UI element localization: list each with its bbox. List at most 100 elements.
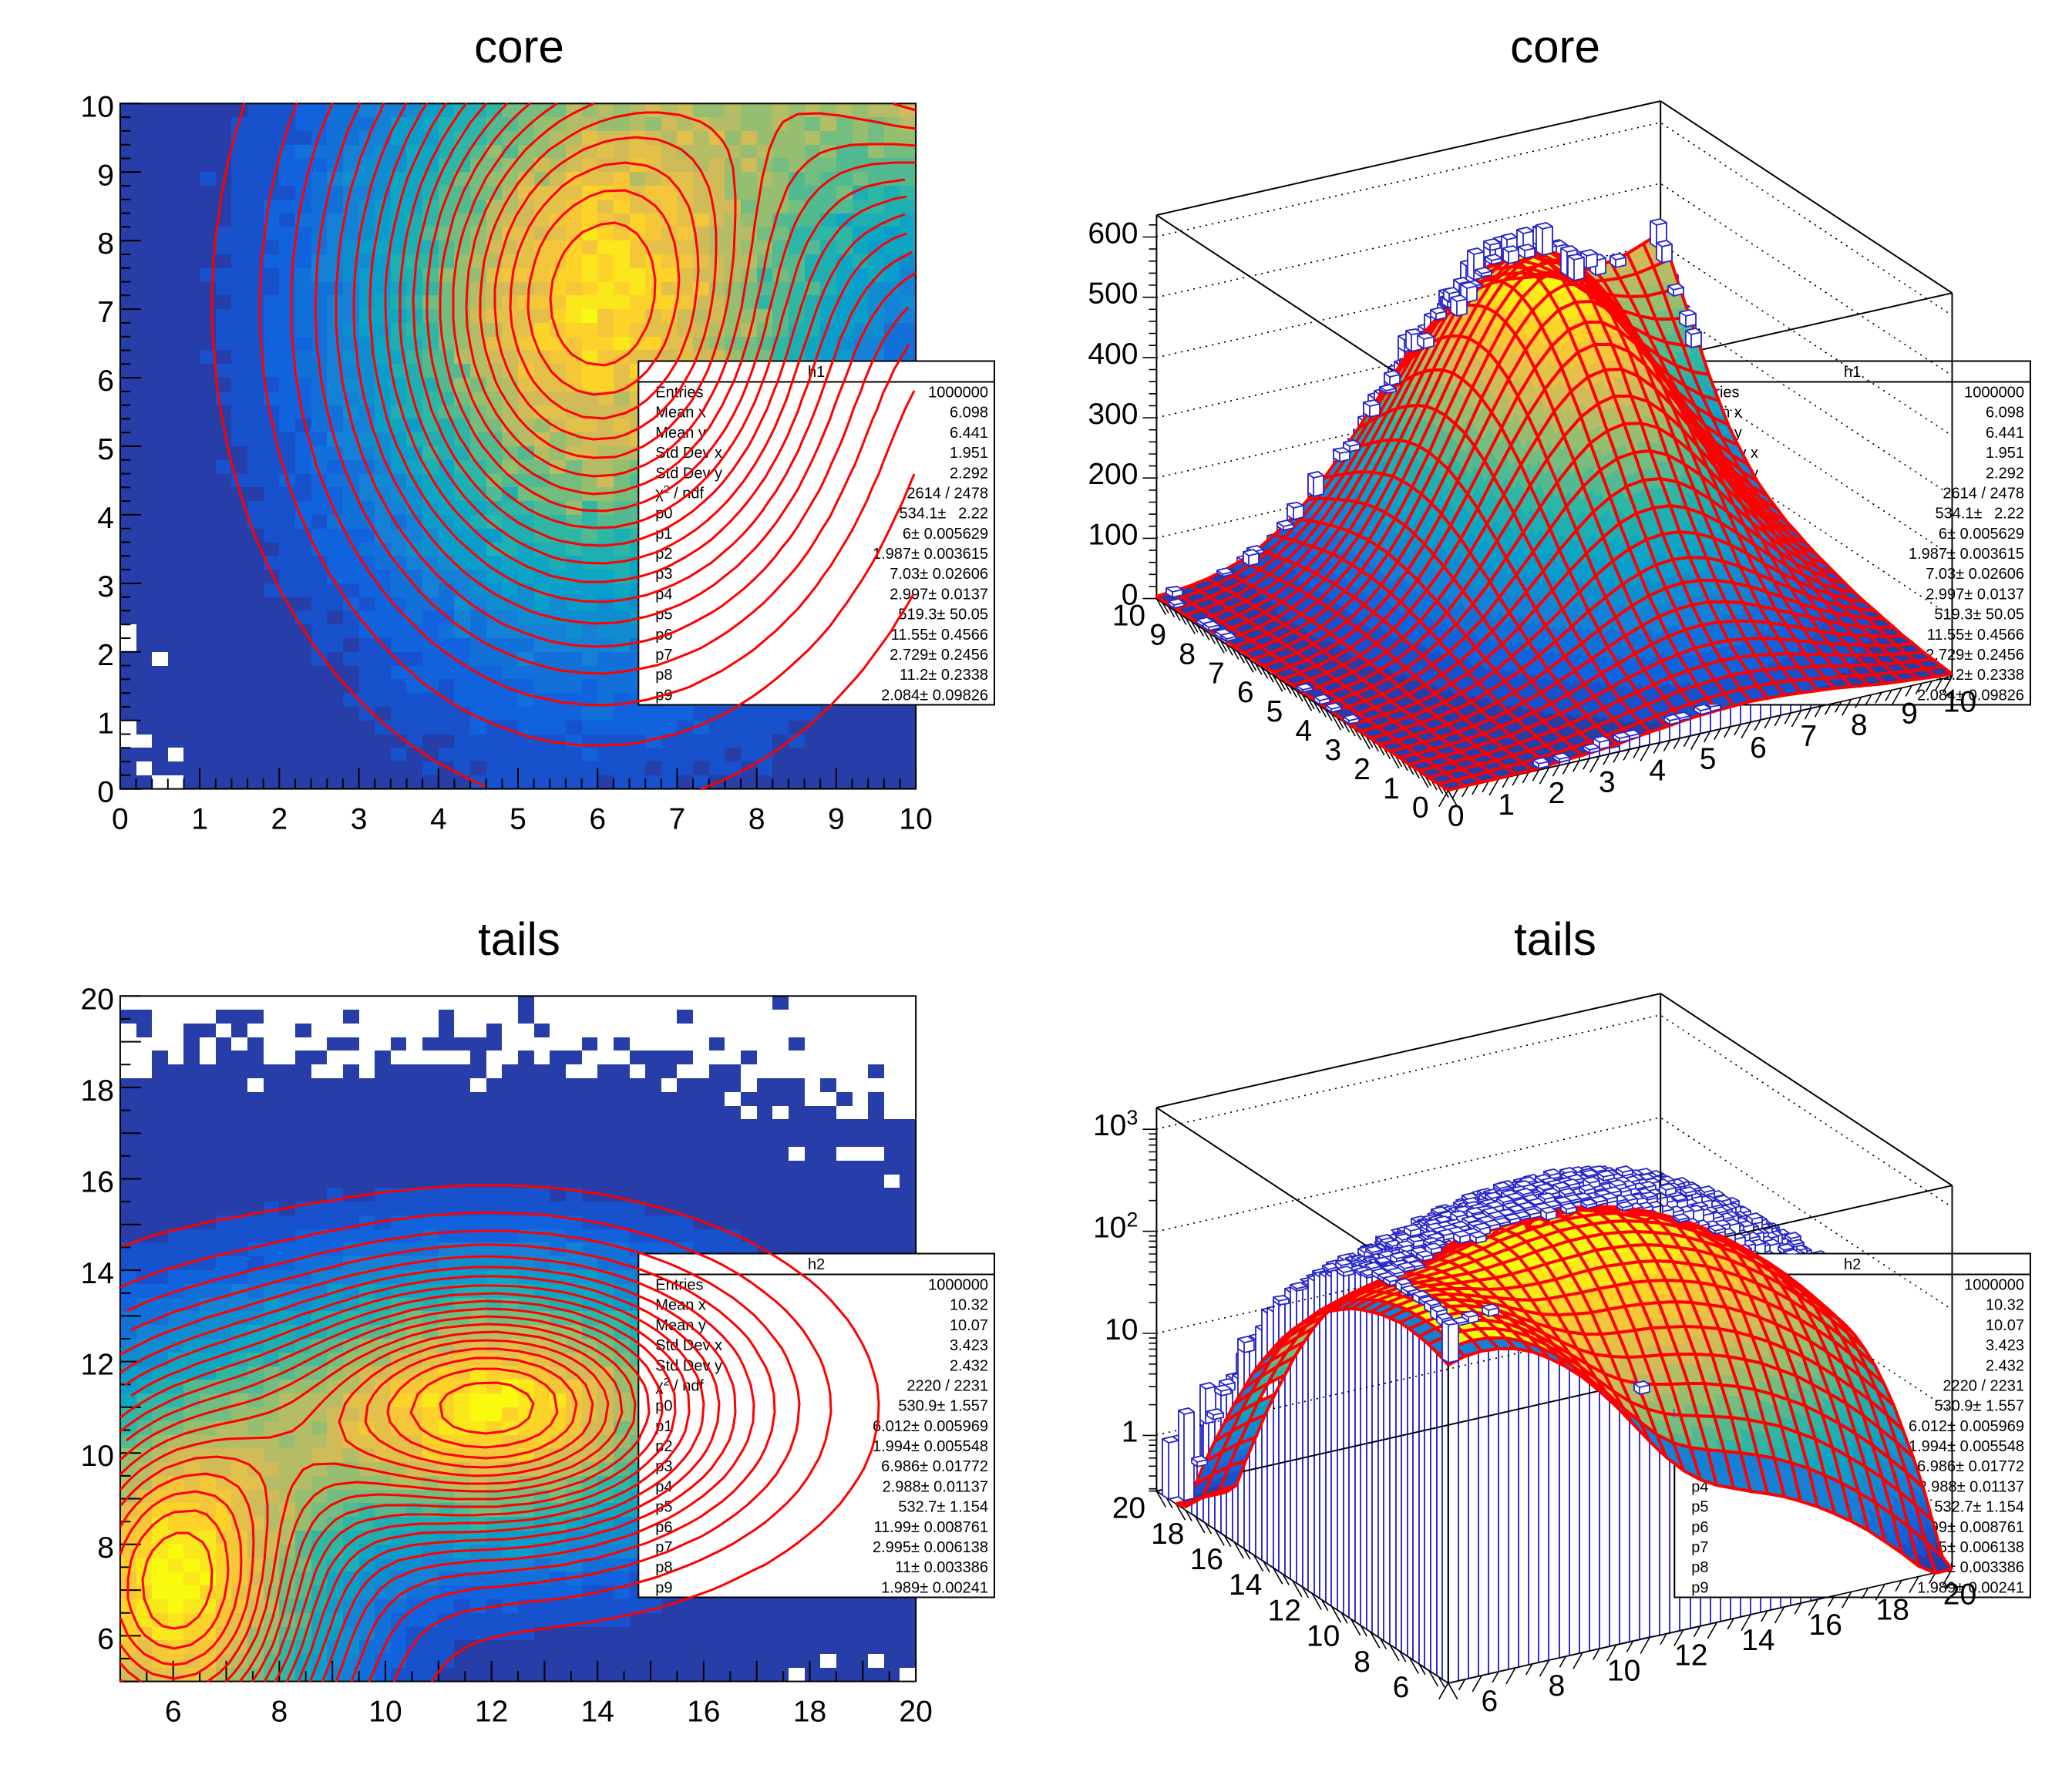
svg-text:10.07: 10.07 [950, 1317, 988, 1334]
svg-text:6.441: 6.441 [1986, 425, 2024, 442]
svg-text:12: 12 [1674, 1639, 1707, 1672]
svg-text:3.423: 3.423 [950, 1337, 988, 1354]
svg-text:p0: p0 [655, 1398, 672, 1415]
svg-text:2.084± 0.09826: 2.084± 0.09826 [881, 687, 988, 704]
svg-text:3: 3 [1599, 765, 1616, 798]
svg-text:9: 9 [1901, 698, 1918, 731]
svg-text:12: 12 [475, 1696, 508, 1729]
svg-text:p9: p9 [655, 1579, 672, 1596]
svg-text:18: 18 [1151, 1518, 1184, 1551]
svg-text:1: 1 [1122, 1415, 1139, 1448]
svg-text:20: 20 [899, 1696, 932, 1729]
svg-text:1.989± 0.00241: 1.989± 0.00241 [881, 1579, 988, 1596]
svg-text:14: 14 [1741, 1624, 1774, 1657]
svg-text:10: 10 [1105, 1313, 1138, 1346]
svg-text:6: 6 [97, 365, 114, 398]
svg-text:9: 9 [97, 159, 114, 192]
svg-text:7.03± 0.02606: 7.03± 0.02606 [890, 566, 988, 583]
svg-text:6± 0.005629: 6± 0.005629 [1939, 526, 2024, 543]
svg-text:6: 6 [1393, 1671, 1410, 1704]
svg-text:p4: p4 [655, 1478, 672, 1495]
svg-text:1.994± 0.005548: 1.994± 0.005548 [873, 1438, 988, 1455]
svg-text:7: 7 [1208, 657, 1225, 690]
svg-text:5: 5 [510, 803, 526, 836]
svg-text:11.99± 0.008761: 11.99± 0.008761 [1909, 1519, 2024, 1536]
svg-text:core: core [1510, 21, 1600, 72]
svg-text:8: 8 [271, 1696, 288, 1729]
svg-text:10: 10 [1607, 1654, 1640, 1687]
svg-text:16: 16 [1809, 1609, 1842, 1642]
svg-text:519.3± 50.05: 519.3± 50.05 [1934, 607, 2024, 624]
svg-text:4: 4 [1649, 755, 1666, 788]
svg-text:p5: p5 [1691, 1499, 1708, 1516]
svg-text:Mean x: Mean x [655, 405, 706, 422]
svg-text:2.988± 0.01137: 2.988± 0.01137 [883, 1478, 988, 1495]
svg-text:Mean x: Mean x [655, 1297, 706, 1314]
svg-text:18: 18 [81, 1074, 114, 1108]
svg-text:11.55± 0.4566: 11.55± 0.4566 [1927, 627, 2024, 644]
svg-text:4: 4 [97, 502, 114, 535]
svg-text:5: 5 [1700, 743, 1717, 776]
svg-text:10: 10 [1307, 1620, 1340, 1653]
svg-text:p5: p5 [655, 607, 672, 624]
svg-text:5: 5 [97, 433, 114, 466]
svg-text:530.9± 1.557: 530.9± 1.557 [1934, 1398, 2024, 1415]
svg-text:h2: h2 [1844, 1256, 1861, 1273]
svg-text:1000000: 1000000 [1964, 1277, 2024, 1294]
svg-text:tails: tails [1514, 913, 1596, 965]
svg-text:6.098: 6.098 [950, 405, 988, 422]
svg-text:519.3± 50.05: 519.3± 50.05 [898, 607, 988, 624]
svg-text:2.432: 2.432 [1986, 1357, 2024, 1374]
svg-text:20: 20 [1112, 1492, 1145, 1525]
svg-text:2.995± 0.006138: 2.995± 0.006138 [873, 1539, 988, 1556]
svg-text:3: 3 [1324, 734, 1341, 767]
svg-text:600: 600 [1088, 217, 1138, 250]
svg-text:p4: p4 [1691, 1478, 1708, 1495]
svg-text:1000000: 1000000 [1964, 385, 2024, 402]
svg-text:534.1± 2.22: 534.1± 2.22 [899, 506, 988, 523]
svg-text:2614 / 2478: 2614 / 2478 [906, 486, 988, 503]
svg-text:11.2± 0.2338: 11.2± 0.2338 [900, 667, 988, 684]
svg-text:530.9± 1.557: 530.9± 1.557 [898, 1398, 988, 1415]
svg-text:6.098: 6.098 [1986, 405, 2024, 422]
svg-text:6.012± 0.005969: 6.012± 0.005969 [873, 1418, 988, 1435]
svg-text:p7: p7 [655, 647, 672, 664]
svg-text:10: 10 [81, 1440, 114, 1473]
svg-text:14: 14 [81, 1257, 114, 1290]
svg-text:p0: p0 [655, 506, 672, 523]
svg-text:14: 14 [581, 1696, 614, 1729]
svg-text:0: 0 [97, 776, 114, 809]
svg-text:1000000: 1000000 [928, 385, 988, 402]
svg-text:12: 12 [1268, 1595, 1301, 1628]
svg-text:5: 5 [1266, 695, 1283, 728]
svg-text:1.987± 0.003615: 1.987± 0.003615 [873, 546, 988, 563]
svg-text:p9: p9 [1691, 1579, 1708, 1596]
svg-text:18: 18 [1876, 1593, 1909, 1626]
svg-text:p3: p3 [655, 1458, 672, 1475]
svg-text:p6: p6 [1691, 1519, 1708, 1536]
svg-text:h2: h2 [808, 1256, 825, 1273]
svg-text:6.441: 6.441 [950, 425, 988, 442]
svg-text:1.951: 1.951 [950, 445, 988, 462]
svg-text:11± 0.003386: 11± 0.003386 [1931, 1559, 2024, 1576]
svg-text:2.729± 0.2456: 2.729± 0.2456 [1926, 647, 2024, 664]
svg-text:p8: p8 [655, 667, 672, 684]
svg-text:8: 8 [1549, 1669, 1566, 1703]
svg-text:7: 7 [1801, 720, 1818, 753]
svg-text:2.432: 2.432 [950, 1357, 988, 1374]
svg-text:8: 8 [1851, 708, 1868, 741]
svg-text:20: 20 [1943, 1578, 1976, 1612]
svg-text:8: 8 [97, 1531, 114, 1565]
svg-text:6.012± 0.005969: 6.012± 0.005969 [1909, 1418, 2024, 1435]
svg-text:6: 6 [589, 803, 606, 836]
svg-text:18: 18 [793, 1696, 826, 1729]
svg-text:4: 4 [430, 803, 447, 836]
svg-text:7: 7 [97, 296, 114, 329]
svg-text:6: 6 [1237, 676, 1254, 709]
svg-text:2.988± 0.01137: 2.988± 0.01137 [1919, 1478, 2024, 1495]
svg-text:tails: tails [478, 913, 560, 965]
svg-text:2614 / 2478: 2614 / 2478 [1942, 486, 2024, 503]
svg-text:14: 14 [1229, 1568, 1262, 1602]
svg-text:0: 0 [112, 803, 129, 836]
svg-text:16: 16 [81, 1166, 114, 1199]
